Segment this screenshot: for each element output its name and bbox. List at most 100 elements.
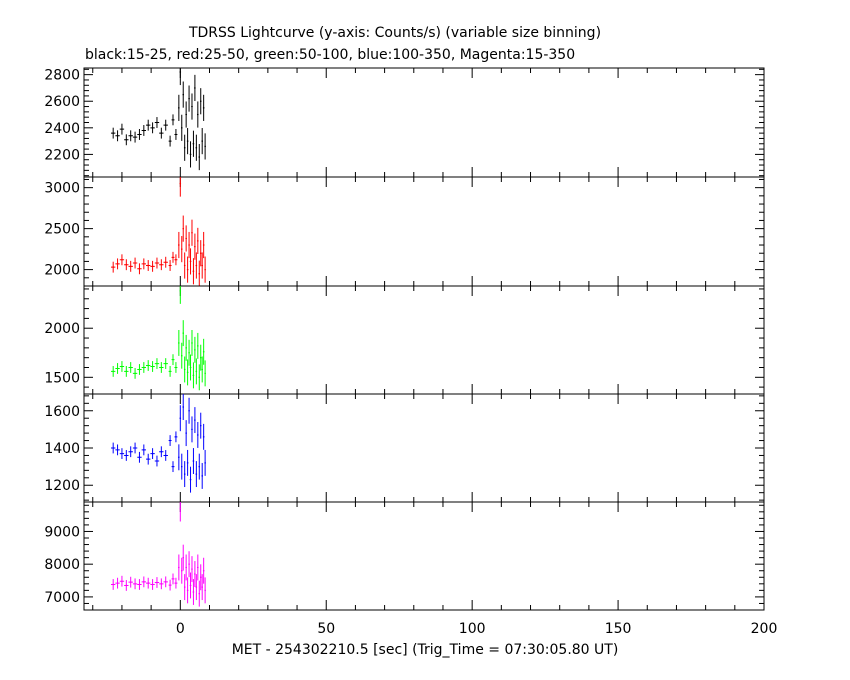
data-point: [147, 364, 149, 367]
data-point: [203, 570, 205, 572]
data-point: [125, 454, 127, 457]
data-point: [201, 264, 203, 267]
y-tick-label: 2500: [44, 222, 80, 238]
data-point: [179, 71, 181, 73]
data-point: [160, 451, 162, 453]
data-point: [138, 456, 141, 458]
data-point: [197, 434, 199, 436]
data-point: [189, 153, 192, 156]
data-point: [169, 584, 171, 586]
data-point: [130, 366, 132, 369]
data-point: [125, 139, 127, 141]
data-point: [198, 376, 200, 378]
data-point: [160, 132, 162, 134]
data-point: [138, 133, 141, 136]
data-point: [195, 370, 197, 373]
data-point: [184, 473, 186, 475]
x-tick-label: 50: [317, 621, 335, 637]
data-point: [160, 366, 162, 369]
data-point: [175, 582, 177, 584]
data-point: [200, 100, 202, 102]
data-point: [203, 107, 205, 109]
data-point: [181, 355, 183, 357]
data-point: [165, 362, 167, 365]
data-point: [187, 140, 189, 142]
data-point: [147, 124, 149, 126]
x-tick-label: 150: [605, 621, 632, 637]
data-point: [134, 583, 136, 585]
data-point: [182, 332, 184, 334]
data-point: [121, 580, 123, 582]
data-point: [172, 466, 174, 468]
data-point: [116, 135, 119, 137]
data-point: [178, 566, 180, 569]
data-point: [182, 406, 184, 408]
data-point: [121, 128, 123, 130]
x-tick-label: 0: [176, 621, 185, 637]
data-point: [188, 563, 190, 565]
data-point: [169, 439, 171, 442]
y-tick-label: 2000: [44, 321, 80, 337]
data-point: [197, 113, 199, 116]
data-point: [191, 232, 193, 234]
data-point: [191, 342, 193, 344]
data-point: [130, 451, 132, 453]
data-point: [184, 368, 186, 371]
data-point: [197, 240, 199, 242]
data-point: [165, 261, 167, 263]
data-point: [187, 269, 189, 271]
data-point: [179, 417, 181, 419]
y-tick-label: 1400: [44, 441, 80, 457]
data-point: [125, 370, 127, 373]
data-point: [175, 259, 177, 261]
data-point: [204, 269, 206, 271]
data-point: [197, 345, 199, 347]
data-point: [194, 573, 196, 575]
data-point: [178, 342, 180, 344]
y-tick-label: 2000: [44, 263, 80, 279]
data-point: [172, 119, 174, 121]
y-tick-label: 1600: [44, 404, 80, 420]
data-point: [189, 479, 192, 481]
data-point: [188, 352, 190, 354]
data-point: [165, 124, 167, 126]
data-point: [204, 145, 206, 148]
data-point: [143, 581, 145, 583]
data-point: [185, 237, 187, 240]
data-point: [165, 581, 167, 583]
data-point: [130, 265, 132, 267]
data-point: [147, 264, 149, 267]
y-tick-label: 2400: [44, 121, 80, 137]
data-point: [143, 449, 145, 451]
data-point: [179, 290, 181, 292]
x-tick-label: 100: [459, 621, 486, 637]
data-point: [156, 460, 158, 462]
data-point: [185, 347, 187, 349]
x-axis-label: MET - 254302210.5 [sec] (Trig_Time = 07:…: [232, 642, 619, 658]
chart-title: TDRSS Lightcurve (y-axis: Counts/s) (var…: [188, 25, 601, 41]
y-tick-label: 1200: [44, 478, 80, 494]
data-point: [188, 244, 190, 246]
data-point: [191, 105, 193, 108]
data-point: [121, 452, 123, 455]
data-point: [191, 568, 193, 570]
data-point: [160, 264, 162, 266]
data-point: [134, 262, 136, 264]
data-point: [175, 436, 177, 438]
data-point: [195, 264, 197, 267]
data-point: [125, 264, 127, 266]
data-point: [165, 454, 167, 457]
data-point: [204, 462, 206, 464]
data-point: [194, 349, 196, 351]
data-point: [151, 365, 154, 368]
data-point: [198, 273, 200, 275]
data-point: [192, 143, 195, 145]
data-point: [179, 507, 181, 510]
data-point: [200, 576, 202, 578]
data-point: [156, 362, 158, 365]
data-point: [204, 372, 206, 374]
data-point: [143, 129, 145, 132]
panel-15-350: 7000 8000 9000: [44, 501, 765, 611]
panel-frame: [83, 501, 765, 611]
